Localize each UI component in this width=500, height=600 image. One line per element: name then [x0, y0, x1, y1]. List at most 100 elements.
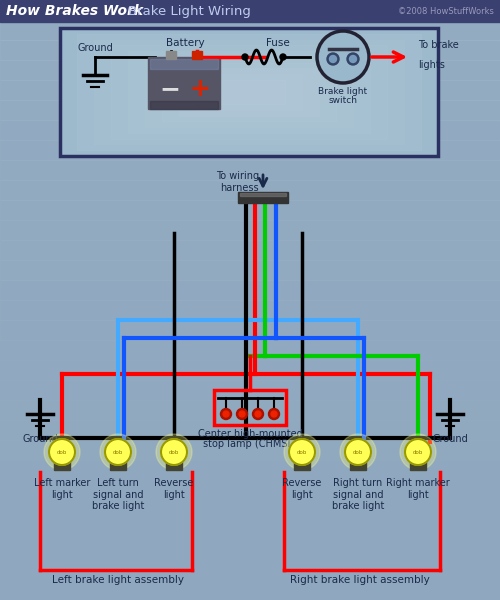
- Bar: [166, 460, 182, 470]
- Bar: [0, 40, 500, 60]
- Bar: [0, 580, 500, 600]
- Bar: [169, 456, 179, 462]
- Text: Left brake light assembly: Left brake light assembly: [52, 575, 184, 585]
- Bar: [0, 480, 500, 500]
- Bar: [0, 340, 500, 360]
- Bar: [110, 460, 126, 470]
- Bar: [297, 456, 307, 462]
- Text: How Brakes Work: How Brakes Work: [6, 4, 143, 18]
- Bar: [166, 51, 176, 59]
- Circle shape: [330, 55, 336, 62]
- Bar: [0, 280, 500, 300]
- Bar: [213, 80, 285, 104]
- Bar: [150, 101, 218, 109]
- Circle shape: [289, 439, 315, 465]
- Circle shape: [268, 409, 280, 419]
- Circle shape: [327, 53, 339, 65]
- Text: −: −: [160, 77, 180, 101]
- Bar: [0, 160, 500, 180]
- Bar: [145, 57, 353, 127]
- Circle shape: [284, 434, 320, 470]
- Bar: [0, 380, 500, 400]
- Text: Ground: Ground: [22, 434, 58, 444]
- Bar: [410, 460, 426, 470]
- Bar: [0, 0, 500, 20]
- Text: Ground: Ground: [432, 434, 468, 444]
- Bar: [0, 180, 500, 200]
- Text: ©2008 HowStuffWorks: ©2008 HowStuffWorks: [398, 7, 494, 16]
- Bar: [0, 440, 500, 460]
- Text: switch: switch: [328, 96, 358, 105]
- Circle shape: [49, 439, 75, 465]
- Bar: [0, 60, 500, 80]
- Circle shape: [252, 409, 264, 419]
- Text: dob: dob: [57, 449, 67, 455]
- Bar: [0, 400, 500, 420]
- Bar: [0, 80, 500, 100]
- Circle shape: [223, 411, 229, 417]
- Bar: [0, 220, 500, 240]
- Circle shape: [317, 31, 369, 83]
- Text: dob: dob: [169, 449, 179, 455]
- Text: Left turn
signal and
brake light: Left turn signal and brake light: [92, 478, 144, 511]
- Text: To wiring
harness: To wiring harness: [216, 171, 259, 193]
- Circle shape: [161, 439, 187, 465]
- Bar: [60, 28, 438, 156]
- Circle shape: [44, 434, 80, 470]
- Text: Battery: Battery: [166, 38, 204, 48]
- Text: Ground: Ground: [77, 43, 113, 53]
- Circle shape: [255, 411, 261, 417]
- Bar: [196, 74, 302, 110]
- Bar: [0, 140, 500, 160]
- Text: Reverse
light: Reverse light: [282, 478, 322, 500]
- Bar: [0, 360, 500, 380]
- Bar: [150, 59, 218, 69]
- Text: Right marker
light: Right marker light: [386, 478, 450, 500]
- Circle shape: [405, 439, 431, 465]
- Bar: [148, 57, 220, 109]
- Bar: [57, 456, 67, 462]
- Bar: [0, 240, 500, 260]
- Text: +: +: [190, 77, 210, 101]
- Bar: [60, 28, 438, 156]
- Circle shape: [340, 434, 376, 470]
- Circle shape: [105, 439, 131, 465]
- Text: Right turn
signal and
brake light: Right turn signal and brake light: [332, 478, 384, 511]
- Bar: [0, 300, 500, 320]
- Bar: [0, 200, 500, 220]
- Bar: [54, 460, 70, 470]
- Bar: [0, 100, 500, 120]
- Text: Brake light: Brake light: [318, 87, 368, 96]
- Bar: [294, 460, 310, 470]
- Text: To brake: To brake: [418, 40, 459, 50]
- Text: Fuse: Fuse: [266, 38, 290, 48]
- Circle shape: [350, 55, 356, 62]
- Bar: [60, 28, 438, 156]
- Circle shape: [100, 434, 136, 470]
- Text: dob: dob: [353, 449, 363, 455]
- Bar: [214, 390, 286, 425]
- Text: dob: dob: [297, 449, 307, 455]
- Circle shape: [347, 53, 359, 65]
- Bar: [192, 51, 202, 59]
- Circle shape: [220, 409, 232, 419]
- Circle shape: [400, 434, 436, 470]
- Bar: [0, 540, 500, 560]
- Circle shape: [280, 54, 286, 60]
- Bar: [350, 460, 366, 470]
- Bar: [0, 320, 500, 340]
- Text: Center high-mounted: Center high-mounted: [198, 429, 302, 439]
- Bar: [0, 260, 500, 280]
- Circle shape: [271, 411, 277, 417]
- Text: stop lamp (CHMSL): stop lamp (CHMSL): [203, 439, 297, 449]
- Text: Brake Light Wiring: Brake Light Wiring: [128, 4, 251, 17]
- Bar: [179, 68, 319, 116]
- Bar: [353, 456, 363, 462]
- Bar: [0, 560, 500, 580]
- Bar: [128, 51, 370, 133]
- Bar: [240, 193, 286, 196]
- Bar: [413, 456, 423, 462]
- Text: lights: lights: [418, 60, 445, 70]
- Bar: [0, 20, 500, 40]
- Bar: [0, 0, 500, 22]
